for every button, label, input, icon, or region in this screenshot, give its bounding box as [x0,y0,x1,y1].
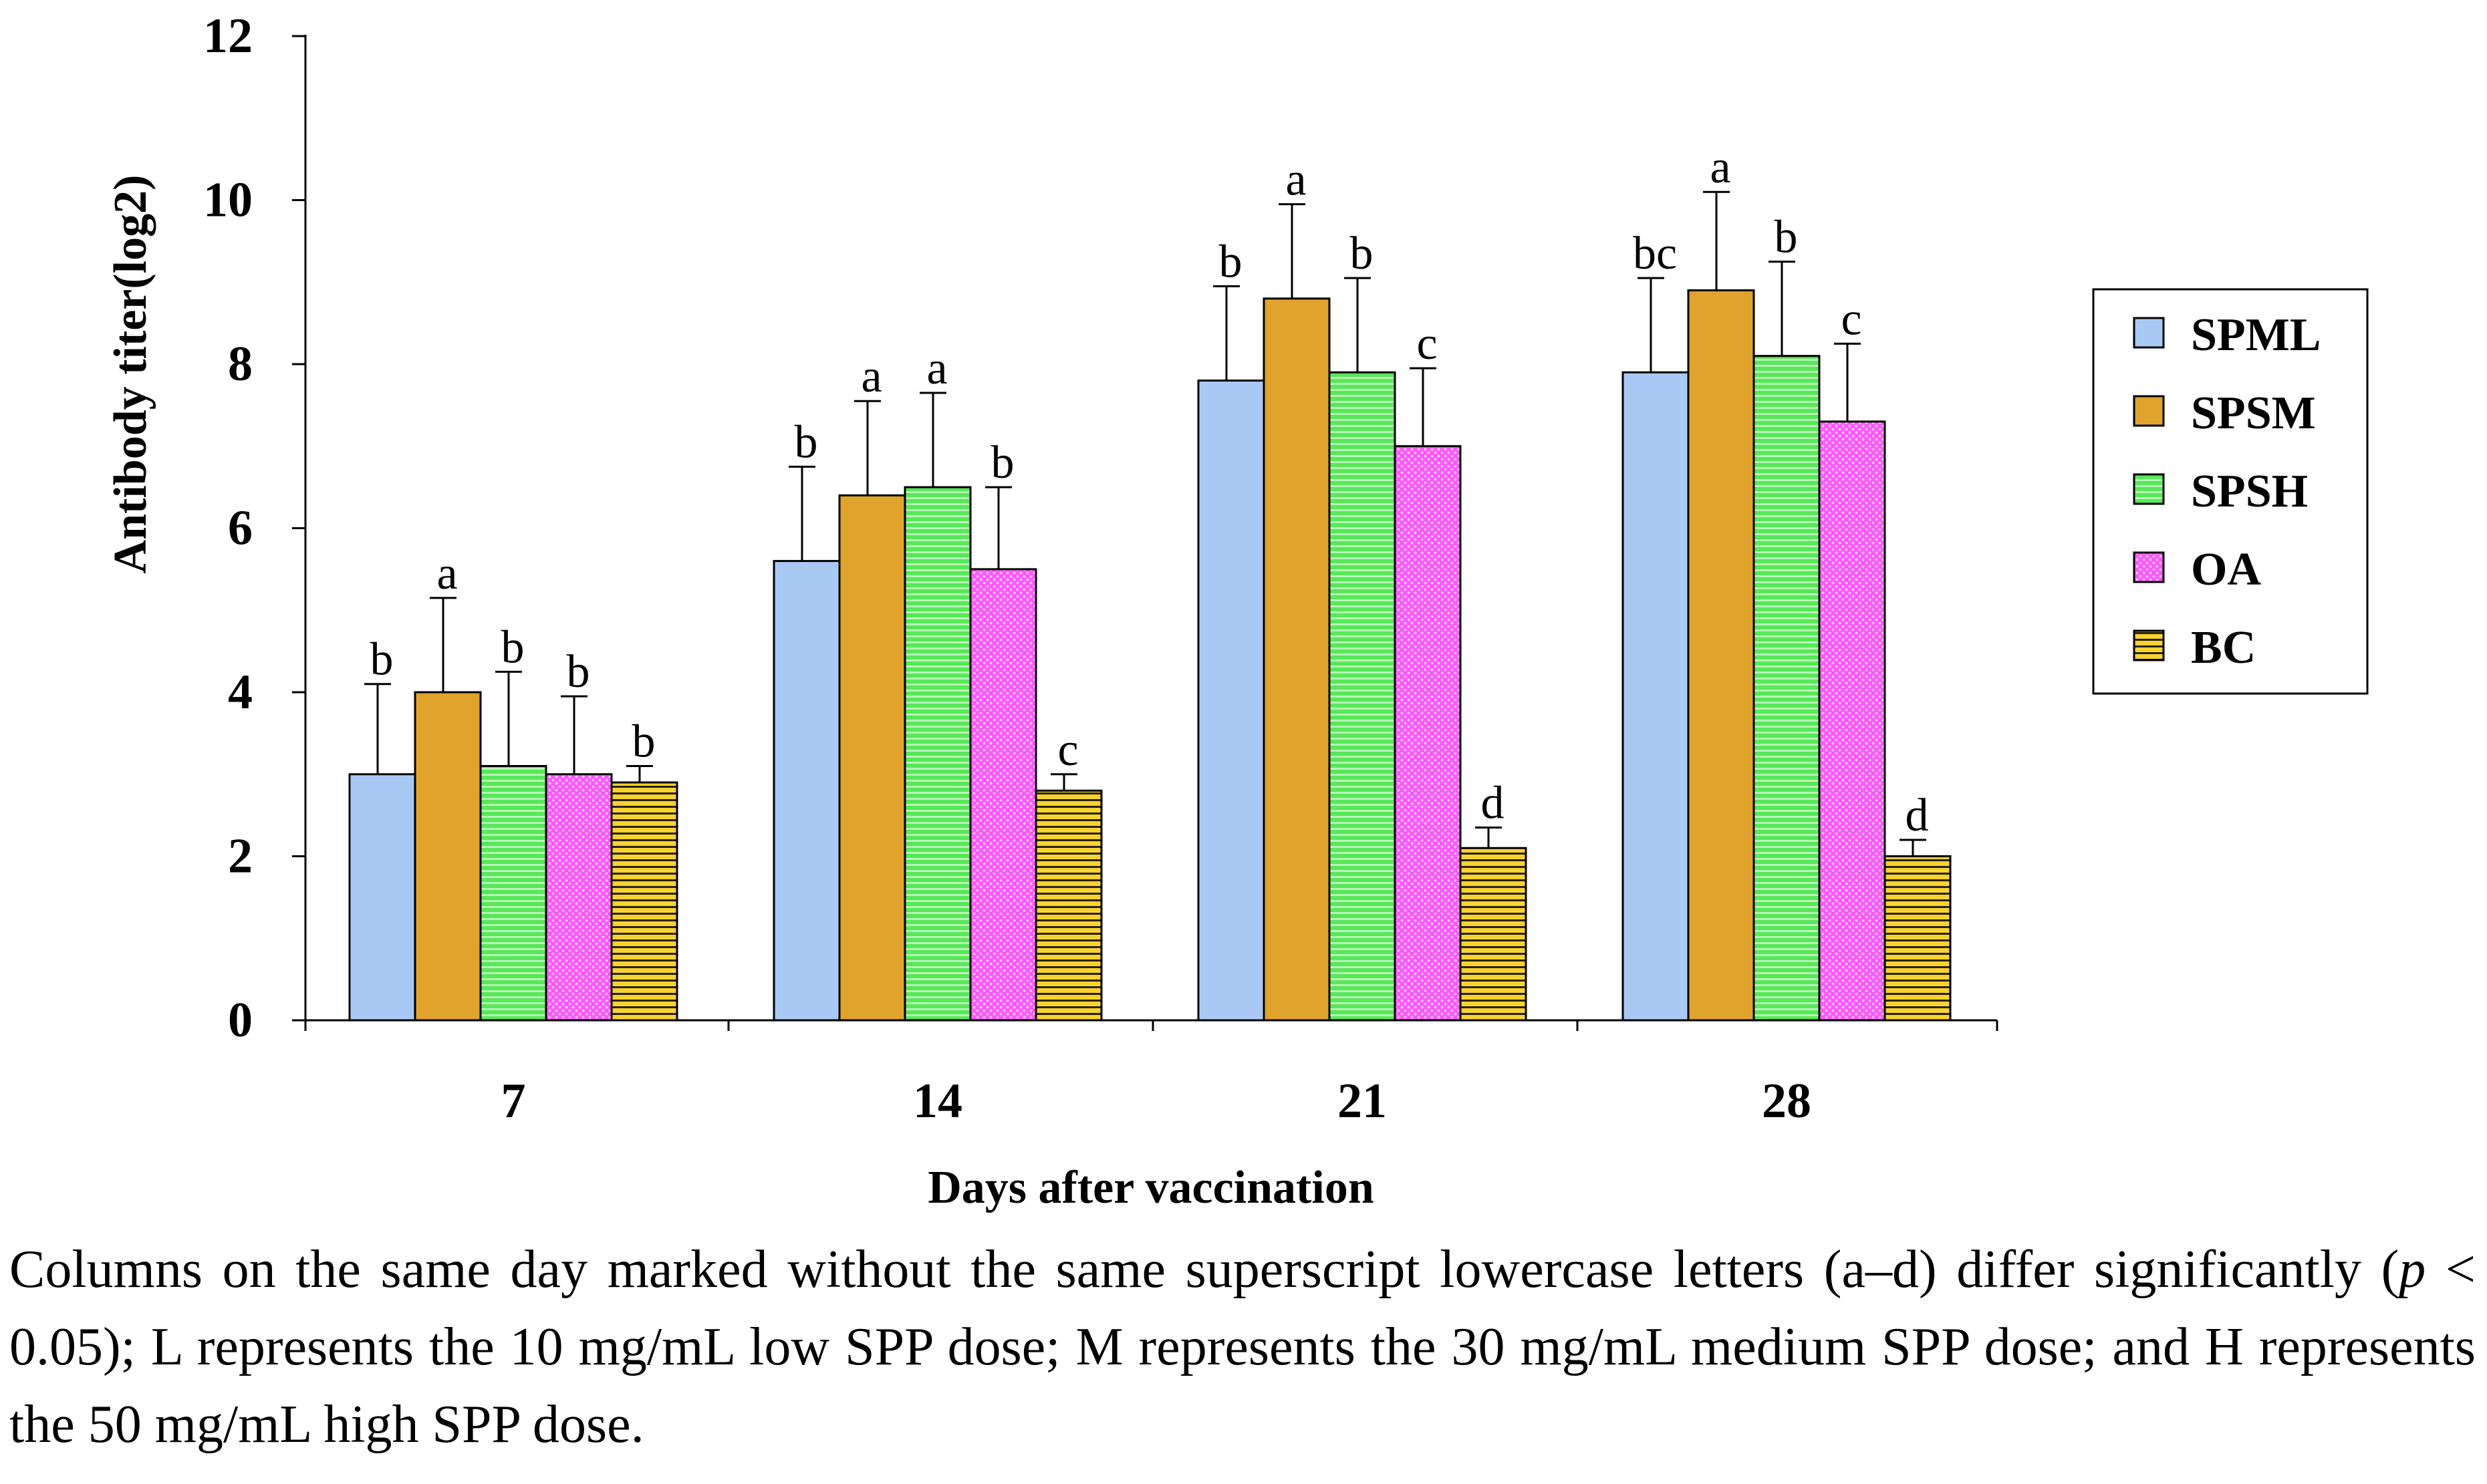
legend-swatch-oa [2133,551,2165,583]
bar-oa [1818,420,1886,1022]
significance-label: b [632,716,656,767]
y-tick-label: 8 [228,337,253,392]
bar-spsh [479,764,547,1022]
x-tick-label: 21 [1337,1074,1387,1129]
x-tick-label: 28 [1762,1074,1811,1129]
significance-label: c [1416,318,1437,369]
legend-swatch-spsm [2133,395,2165,427]
significance-label: a [861,351,882,402]
bar-bc [1459,847,1527,1022]
significance-label: b [795,416,818,468]
significance-label: bc [1633,228,1677,279]
significance-label: b [1219,236,1242,287]
significance-label: d [1906,790,1929,841]
legend-label-bc: BC [2191,622,2256,674]
legend-swatch-bc [2133,629,2165,661]
legend-label-spsm: SPSM [2191,388,2316,439]
legend-label-oa: OA [2191,544,2261,595]
legend: SPML SPSM SPSH OA BC [2092,288,2369,695]
bar-spml [348,773,416,1022]
significance-label: a [1710,142,1730,193]
bar-spsm [414,691,482,1022]
significance-label: d [1481,778,1504,829]
bar-spml [1621,371,1690,1022]
x-axis-title: Days after vaccination [928,1162,1374,1213]
y-tick-label: 10 [203,173,253,228]
caption-text-1: Columns on the same day marked without t… [9,1240,2399,1299]
significance-label: a [926,343,947,394]
y-tick-label: 2 [228,829,253,884]
caption-text-2: < 0.05); L represents the 10 mg/mL low S… [9,1240,2476,1454]
significance-label: b [1775,212,1798,263]
y-tick-label: 4 [228,665,253,720]
antibody-titer-chart: 0 2 4 6 8 10 12 7 14 21 28 Days after vaccination An… [105,9,2369,1213]
legend-label-spml: SPML [2191,309,2321,361]
significance-label: b [501,621,525,673]
significance-label: a [1285,154,1306,206]
x-tick-label: 7 [501,1074,526,1129]
bar-spsm [1263,297,1331,1022]
bar-bc [610,781,678,1022]
bar-bc [1883,855,1952,1022]
y-tick-label: 0 [228,993,253,1048]
bar-spml [1197,380,1265,1022]
bar-spsh [904,486,972,1022]
bar-oa [1394,445,1462,1022]
y-axis-title: Antibody titer(log2) [105,175,156,574]
significance-label: c [1841,293,1861,345]
legend-label-spsh: SPSH [2191,466,2308,517]
bar-oa [969,568,1037,1022]
legend-swatch-spml [2133,317,2165,349]
significance-label: a [436,548,457,599]
significance-label: c [1057,724,1078,776]
bar-spsh [1752,355,1821,1022]
y-tick-label: 6 [228,501,253,556]
bar-spml [773,560,841,1022]
bar-spsh [1328,371,1396,1022]
bar-spsm [1687,289,1755,1022]
legend-swatch-spsh [2133,473,2165,505]
significance-label: b [991,437,1015,488]
significance-label: b [567,646,590,698]
significance-label: b [1350,228,1373,279]
figure-caption: Columns on the same day marked without t… [9,1231,2476,1463]
bar-bc [1035,789,1103,1022]
caption-p-symbol: p [2399,1240,2426,1299]
y-tick-label: 12 [203,9,253,63]
x-tick-label: 14 [913,1074,962,1129]
bar-oa [545,773,613,1022]
bar-spsm [838,494,906,1022]
significance-label: b [370,634,394,686]
